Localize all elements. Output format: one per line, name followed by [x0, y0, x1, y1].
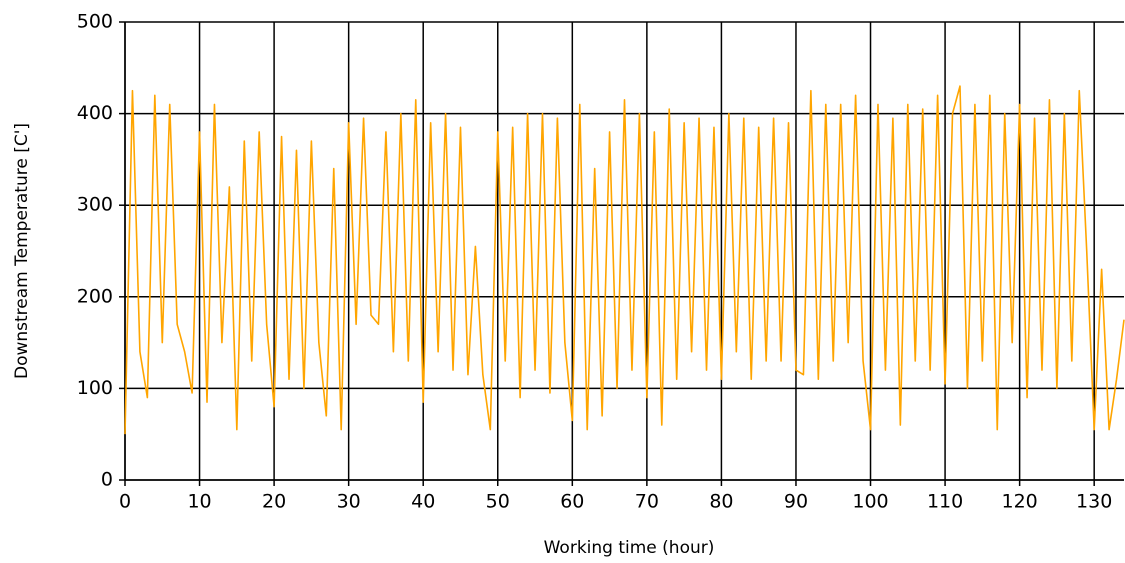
x-tick-label: 80	[709, 491, 733, 513]
x-tick-label: 60	[560, 491, 584, 513]
x-tick-label: 70	[635, 491, 659, 513]
x-tick-label: 120	[1001, 491, 1037, 513]
y-tick-label: 200	[77, 285, 113, 307]
y-tick-label: 0	[101, 469, 113, 491]
y-tick-label: 300	[77, 194, 113, 216]
x-tick-label: 100	[852, 491, 888, 513]
y-axis-label: Downstream Temperature [C']	[12, 123, 32, 379]
x-tick-label: 10	[187, 491, 211, 513]
x-tick-label: 40	[411, 491, 435, 513]
x-tick-label: 130	[1076, 491, 1112, 513]
y-tick-label: 400	[77, 102, 113, 124]
y-tick-label: 500	[77, 11, 113, 33]
x-tick-label: 0	[119, 491, 131, 513]
x-tick-label: 20	[262, 491, 286, 513]
x-tick-label: 30	[337, 491, 361, 513]
x-tick-label: 110	[927, 491, 963, 513]
x-tick-label: 50	[486, 491, 510, 513]
y-tick-label: 100	[77, 377, 113, 399]
x-tick-label: 90	[784, 491, 808, 513]
x-axis-label: Working time (hour)	[544, 538, 715, 558]
data-line	[124, 85, 1125, 435]
